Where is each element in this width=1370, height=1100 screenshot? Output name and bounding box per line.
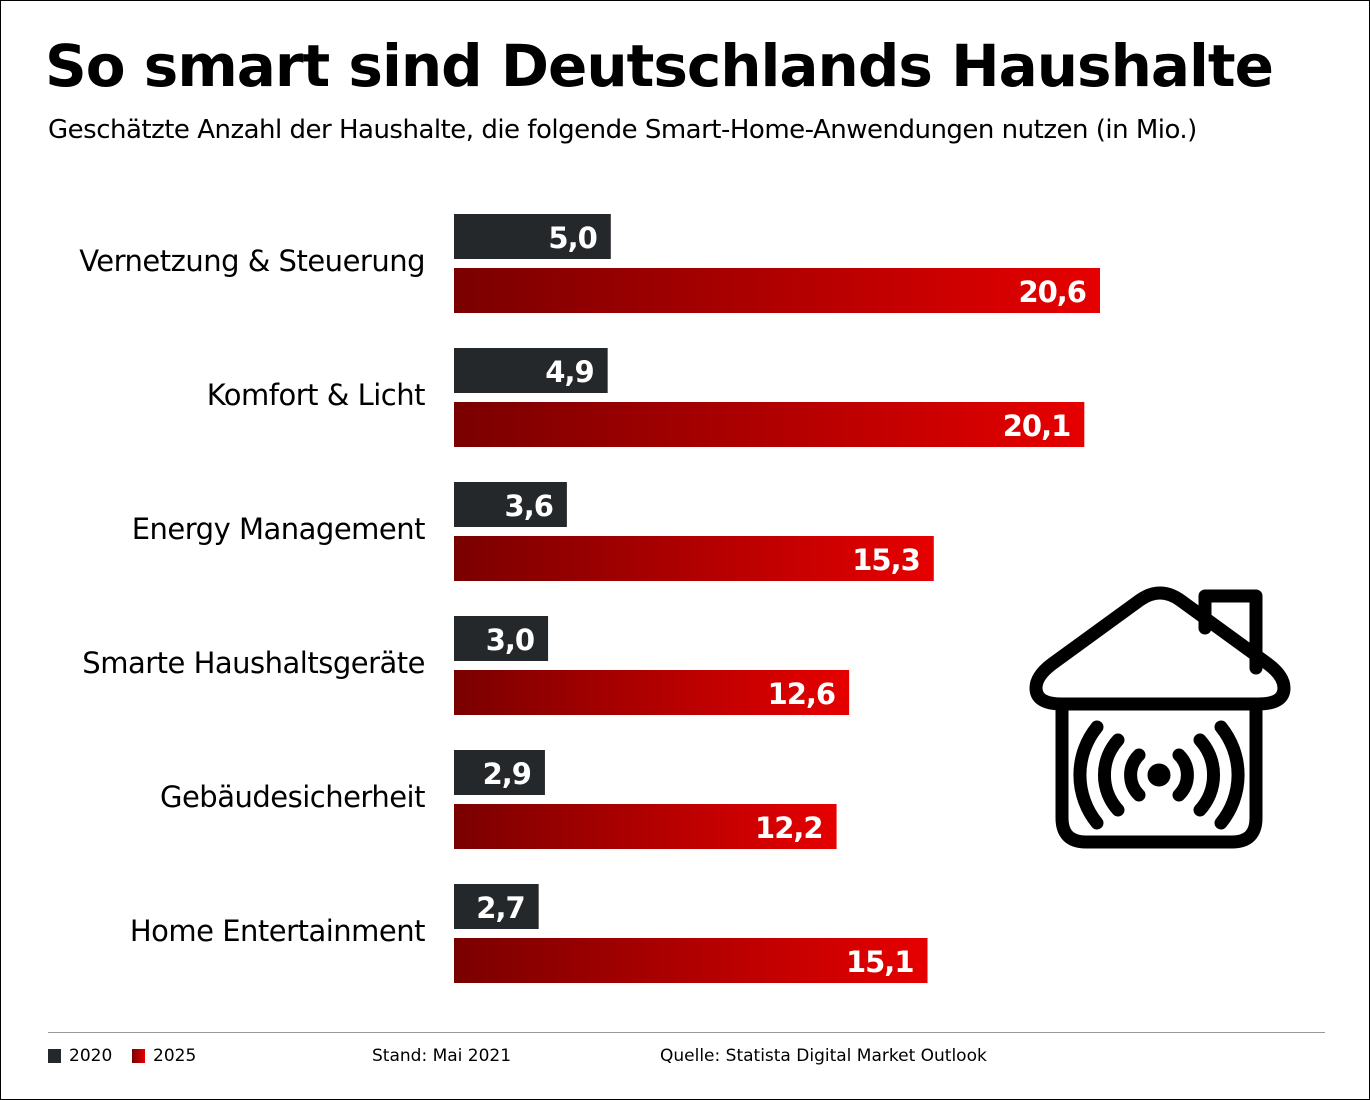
legend-swatch [132, 1049, 145, 1063]
footer-divider [48, 1032, 1325, 1033]
data-label-2025: 20,1 [1003, 409, 1071, 443]
legend-swatch [48, 1049, 61, 1063]
chart-subtitle: Geschätzte Anzahl der Haushalte, die fol… [48, 115, 1197, 145]
legend-item-2025: 2025 [132, 1046, 196, 1066]
bar-2025 [454, 536, 934, 581]
category-label: Home Entertainment [130, 914, 425, 948]
data-label-2020: 2,7 [476, 891, 524, 925]
chart-title: So smart sind Deutschlands Haushalte [45, 32, 1274, 100]
source-note: Quelle: Statista Digital Market Outlook [660, 1046, 987, 1066]
category-label: Vernetzung & Steuerung [79, 244, 425, 278]
bar-2025 [454, 804, 837, 849]
data-label-2020: 4,9 [545, 355, 593, 389]
data-label-2025: 12,6 [768, 677, 836, 711]
legend-label: 2025 [153, 1046, 197, 1066]
bar-2025 [454, 938, 928, 983]
data-label-2025: 12,2 [755, 811, 823, 845]
bar-2020 [454, 884, 539, 929]
bar-2020 [454, 750, 545, 795]
stand-date: Stand: Mai 2021 [372, 1046, 512, 1066]
category-label: Gebäudesicherheit [160, 780, 425, 814]
bar-2020 [454, 348, 608, 393]
bar-2020 [454, 616, 549, 661]
data-label-2025: 20,6 [1018, 275, 1086, 309]
bar-2025 [454, 670, 850, 715]
data-label-2025: 15,3 [852, 543, 920, 577]
data-label-2020: 2,9 [483, 757, 531, 791]
data-label-2020: 3,0 [486, 623, 534, 657]
category-label: Komfort & Licht [207, 378, 425, 412]
legend-item-2020: 2020 [48, 1046, 112, 1066]
category-label: Smarte Haushaltsgeräte [82, 646, 425, 680]
data-label-2020: 5,0 [548, 221, 596, 255]
legend-label: 2020 [69, 1046, 113, 1066]
data-label-2025: 15,1 [846, 945, 914, 979]
category-label: Energy Management [132, 512, 425, 546]
smart-home-house-wifi-icon [1029, 586, 1291, 849]
bar-2020 [454, 482, 567, 527]
bar-2020 [454, 214, 611, 259]
data-label-2020: 3,6 [505, 489, 553, 523]
bar-2025 [454, 268, 1100, 313]
bar-2025 [454, 402, 1085, 447]
